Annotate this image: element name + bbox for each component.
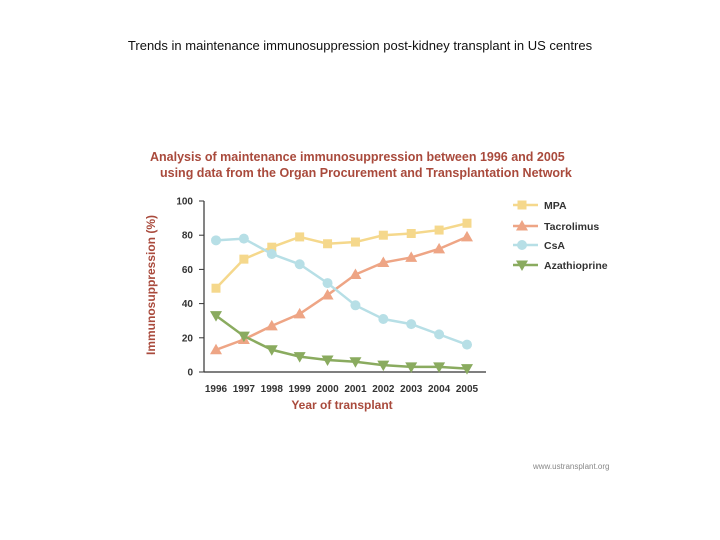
data-point xyxy=(434,329,445,340)
data-point xyxy=(265,345,278,356)
data-point xyxy=(378,313,389,324)
data-point xyxy=(321,355,334,367)
y-tick-label: 100 xyxy=(176,197,193,208)
x-ticks: 1996 1997 1998 1999 2000 2001 2002 2003 2004 2005 xyxy=(205,384,479,395)
data-point xyxy=(406,319,417,330)
data-point xyxy=(294,259,305,270)
x-tick-label: 1997 xyxy=(233,384,256,395)
x-axis-label: Year of transplant xyxy=(291,398,392,412)
x-tick-label: 2000 xyxy=(316,384,339,395)
data-point xyxy=(406,228,416,238)
legend-label: MPA xyxy=(544,200,567,212)
data-point xyxy=(210,311,222,322)
data-point xyxy=(321,289,334,300)
data-point xyxy=(238,233,249,244)
legend: MPA Tacrolimus CsA Azathioprine xyxy=(513,200,608,272)
data-point xyxy=(210,343,222,355)
legend-marker xyxy=(517,200,527,210)
data-point xyxy=(461,230,473,242)
y-tick-label: 60 xyxy=(182,265,194,276)
data-point xyxy=(266,249,277,260)
data-point xyxy=(378,230,388,240)
x-tick-label: 2001 xyxy=(344,384,367,395)
series-csa xyxy=(211,233,472,350)
series-tacrolimus xyxy=(210,230,473,355)
data-point xyxy=(462,218,472,228)
y-tick-label: 20 xyxy=(182,333,194,344)
series-layer xyxy=(210,218,473,375)
source-credit: www.ustransplant.org xyxy=(532,462,609,471)
series-line xyxy=(215,235,468,351)
data-point xyxy=(293,352,306,363)
y-tick-label: 0 xyxy=(187,368,193,379)
data-point xyxy=(239,254,249,264)
data-point xyxy=(323,239,333,249)
x-tick-label: 2005 xyxy=(456,384,479,395)
data-point xyxy=(434,225,444,235)
y-tick-label: 80 xyxy=(182,231,194,242)
series-line xyxy=(215,222,468,290)
data-point xyxy=(349,357,362,368)
data-point xyxy=(405,362,418,373)
data-point xyxy=(237,331,250,343)
data-point xyxy=(295,232,305,242)
data-point xyxy=(350,237,360,247)
data-point xyxy=(265,319,278,331)
data-point xyxy=(461,364,473,375)
legend-marker xyxy=(516,220,528,231)
series-azathioprine xyxy=(210,311,473,375)
data-point xyxy=(350,300,361,311)
data-point xyxy=(349,268,362,280)
data-point xyxy=(377,256,390,268)
data-point xyxy=(211,235,221,246)
data-point xyxy=(462,339,472,350)
series-line xyxy=(215,314,468,370)
series-mpa xyxy=(211,218,472,293)
legend-label: Azathioprine xyxy=(544,260,608,272)
y-axis-label: Immunosuppression (%) xyxy=(144,215,158,355)
legend-marker xyxy=(517,240,527,250)
x-tick-label: 1998 xyxy=(261,384,284,395)
y-tick-label: 40 xyxy=(182,299,194,310)
slide-title: Trends in maintenance immunosuppression … xyxy=(127,38,593,53)
data-point xyxy=(211,283,221,293)
data-point xyxy=(433,362,446,373)
x-tick-label: 2004 xyxy=(428,384,451,395)
data-point xyxy=(377,360,390,372)
data-point xyxy=(322,278,333,289)
x-tick-label: 2003 xyxy=(400,384,423,395)
x-tick-label: 1996 xyxy=(205,384,228,395)
data-point xyxy=(267,242,277,252)
legend-label: Tacrolimus xyxy=(544,221,599,233)
x-tick-label: 1999 xyxy=(289,384,312,395)
data-point xyxy=(293,307,306,319)
chart-title-line-2: using data from the Organ Procurement an… xyxy=(160,166,572,180)
series-line xyxy=(215,237,468,346)
x-tick-label: 2002 xyxy=(372,384,395,395)
chart-title-line-1: Analysis of maintenance immunosuppressio… xyxy=(150,150,565,164)
legend-marker xyxy=(516,260,528,271)
data-point xyxy=(405,251,418,262)
y-ticks: 0 20 40 60 80 100 xyxy=(176,197,204,379)
legend-label: CsA xyxy=(544,240,565,252)
data-point xyxy=(433,242,446,254)
